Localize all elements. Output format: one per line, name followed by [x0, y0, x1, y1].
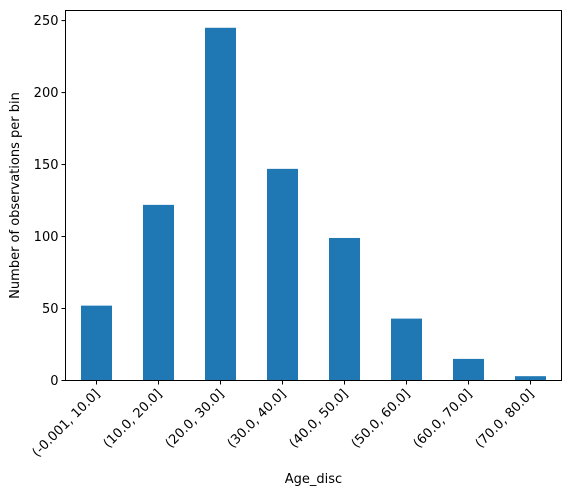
y-tick-label: 0 [50, 374, 58, 389]
y-tick-label: 200 [34, 86, 59, 101]
bars-group [81, 27, 546, 381]
plot-frame [65, 10, 562, 381]
x-tick-label: (50.0, 60.0] [349, 387, 414, 452]
x-tick-label: (10.0, 20.0] [101, 387, 166, 452]
x-tick-label: (20.0, 30.0] [163, 387, 228, 452]
bar [515, 376, 546, 381]
y-axis-label: Number of observations per bin [8, 92, 23, 299]
y-tick-label: 250 [34, 14, 59, 29]
y-tick-label: 50 [42, 302, 59, 317]
bar [205, 27, 236, 381]
x-axis-ticks: (-0.001, 10.0](10.0, 20.0](20.0, 30.0](3… [30, 380, 538, 461]
y-tick-label: 100 [34, 230, 59, 245]
bar [453, 358, 484, 381]
x-tick-label: (40.0, 50.0] [287, 387, 352, 452]
bar [81, 305, 112, 381]
x-axis-label: Age_disc [285, 472, 342, 487]
x-tick-label: (-0.001, 10.0] [30, 387, 104, 461]
bar [267, 168, 298, 381]
x-tick-label: (70.0, 80.0] [473, 387, 538, 452]
y-axis-ticks: 0 50 100 150 200 250 [34, 14, 66, 389]
y-tick-label: 150 [34, 158, 59, 173]
x-tick-label: (60.0, 70.0] [411, 387, 476, 452]
bar [391, 318, 422, 381]
bar [329, 237, 360, 381]
bar [143, 204, 174, 381]
x-tick-label: (30.0, 40.0] [225, 387, 290, 452]
